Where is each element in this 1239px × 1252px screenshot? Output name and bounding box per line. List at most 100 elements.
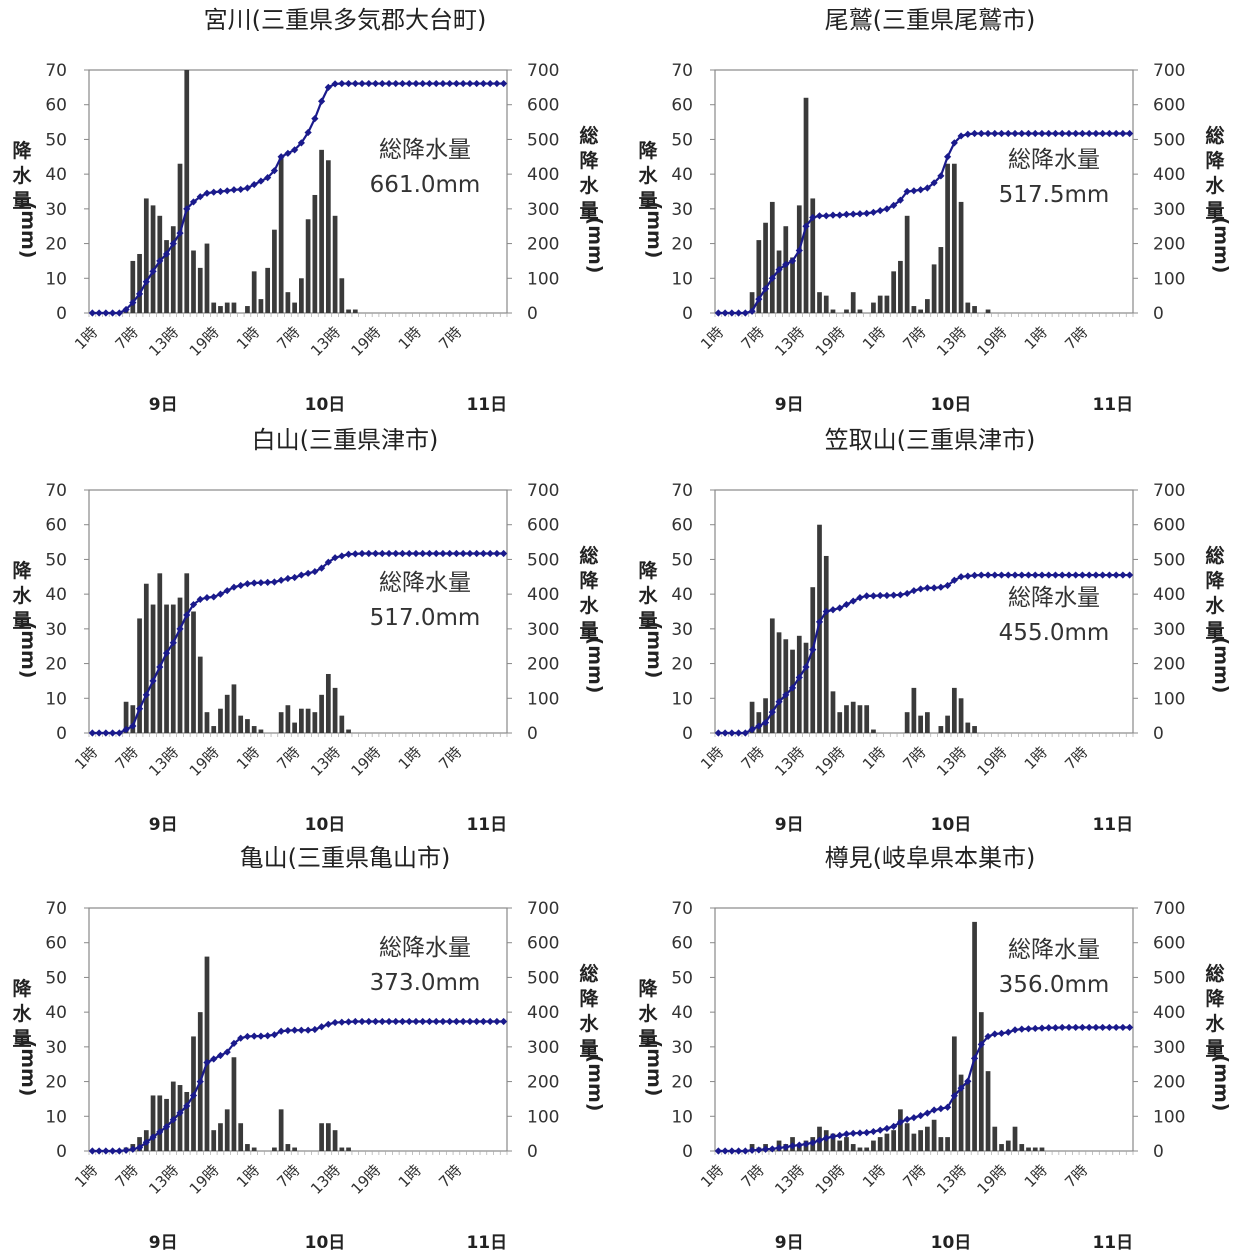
cumulative-point — [1031, 571, 1039, 579]
x-tick-label: 19時 — [812, 1161, 849, 1198]
cumulative-point — [1078, 129, 1087, 138]
cumulative-point — [822, 212, 830, 220]
x-tick-label: 7時 — [738, 743, 768, 773]
cumulative-point — [371, 1017, 380, 1026]
cumulative-point — [425, 549, 434, 558]
bar-hourly — [958, 201, 964, 313]
bar-hourly — [830, 1133, 836, 1151]
cumulative-point — [466, 79, 474, 88]
day-label: 10日 — [931, 815, 972, 835]
cumulative-point — [984, 571, 992, 579]
y-left-tick-label: 10 — [671, 1107, 693, 1127]
bar-hourly — [749, 701, 755, 733]
bar-hourly — [197, 656, 203, 733]
x-tick-label: 1時 — [233, 1161, 263, 1191]
day-label: 9日 — [149, 395, 178, 415]
day-label: 10日 — [305, 395, 346, 415]
x-tick-label: 7時 — [435, 1161, 465, 1191]
cumulative-point — [466, 549, 474, 558]
y-right-tick-label: 200 — [527, 235, 559, 255]
bar-hourly — [325, 1123, 331, 1151]
cumulative-point — [748, 307, 756, 315]
bar-hourly — [245, 719, 250, 733]
y-right-axis-label-char: 量 — [1205, 620, 1224, 642]
cumulative-point — [351, 550, 359, 558]
bar-hourly — [177, 163, 183, 313]
cumulative-point — [196, 595, 204, 603]
cumulative-point — [493, 1017, 501, 1026]
y-right-axis-unit: (mm) — [584, 637, 606, 694]
cumulative-point — [1045, 129, 1053, 138]
bar-hourly — [319, 1123, 324, 1151]
bar-hourly — [346, 1147, 351, 1151]
y-left-tick-label: 20 — [45, 235, 67, 255]
cumulative-point — [761, 718, 770, 727]
bar-hourly — [251, 726, 257, 733]
bar-hourly — [184, 1091, 190, 1151]
bar-hourly — [918, 1130, 923, 1151]
cumulative-point — [970, 129, 979, 138]
cumulative-point — [1018, 129, 1026, 138]
bar-hourly — [332, 215, 338, 313]
y-left-axis-unit: (mm) — [17, 1040, 39, 1097]
y-right-axis-label-char: 水 — [579, 595, 599, 617]
cumulative-point — [446, 549, 454, 558]
cumulative-point — [419, 1017, 427, 1026]
cumulative-point — [1105, 1023, 1114, 1032]
x-tick-label: 13時 — [145, 743, 182, 780]
bar-hourly — [278, 712, 284, 733]
bar-hourly — [884, 1133, 890, 1151]
cumulative-point — [230, 1039, 238, 1047]
bar-hourly — [810, 587, 816, 733]
cumulative-point — [311, 1025, 319, 1034]
cumulative-point — [237, 581, 245, 590]
bar-hourly — [938, 247, 944, 313]
y-left-tick-label: 20 — [45, 655, 67, 675]
bar-hourly — [231, 1057, 237, 1151]
y-left-tick-label: 10 — [671, 689, 693, 709]
cumulative-point — [943, 1103, 952, 1111]
x-tick-label: 7時 — [899, 743, 929, 773]
bar-hourly — [1019, 1144, 1025, 1151]
bar-hourly — [965, 722, 971, 733]
y-left-tick-label: 70 — [671, 481, 693, 501]
cumulative-point — [755, 1146, 763, 1154]
cumulative-point — [917, 585, 925, 593]
bar-hourly — [972, 726, 977, 733]
cumulative-point — [250, 579, 258, 587]
cumulative-point — [95, 729, 103, 737]
cumulative-point — [122, 305, 130, 314]
cumulative-point — [782, 691, 790, 699]
cumulative-point — [338, 79, 346, 88]
day-label: 9日 — [775, 395, 804, 415]
bar-hourly — [911, 687, 917, 733]
y-right-tick-label: 400 — [1153, 165, 1185, 185]
cumulative-point — [721, 1147, 729, 1155]
cumulative-point — [216, 1051, 225, 1060]
cumulative-point — [795, 246, 803, 255]
cumulative-point — [849, 1129, 857, 1137]
y-left-tick-label: 0 — [56, 724, 67, 744]
bar-hourly — [137, 618, 142, 733]
cumulative-point — [970, 1054, 979, 1062]
cumulative-point — [1099, 129, 1107, 138]
day-label: 11日 — [1092, 1233, 1133, 1252]
x-tick-label: 19時 — [348, 1161, 385, 1198]
chart-title: 樽見(岐阜県本巣市) — [825, 844, 1036, 872]
x-tick-label: 1時 — [697, 1161, 727, 1191]
y-left-axis-label-char: 量 — [12, 190, 31, 212]
cumulative-point — [876, 1126, 884, 1134]
x-tick-label: 13時 — [307, 743, 344, 780]
y-left-axis-label-char: 降 — [638, 139, 658, 162]
y-right-tick-label: 200 — [527, 1073, 559, 1093]
x-tick-label: 1時 — [71, 323, 101, 353]
y-left-tick-label: 10 — [45, 689, 67, 709]
cumulative-point — [344, 79, 353, 88]
cumulative-point — [189, 198, 198, 206]
cumulative-point — [452, 1017, 461, 1026]
bar-hourly — [346, 729, 351, 733]
bar-hourly — [130, 260, 136, 313]
cumulative-point — [108, 1147, 117, 1155]
cumulative-point — [1038, 571, 1046, 579]
bar-hourly — [319, 149, 324, 313]
